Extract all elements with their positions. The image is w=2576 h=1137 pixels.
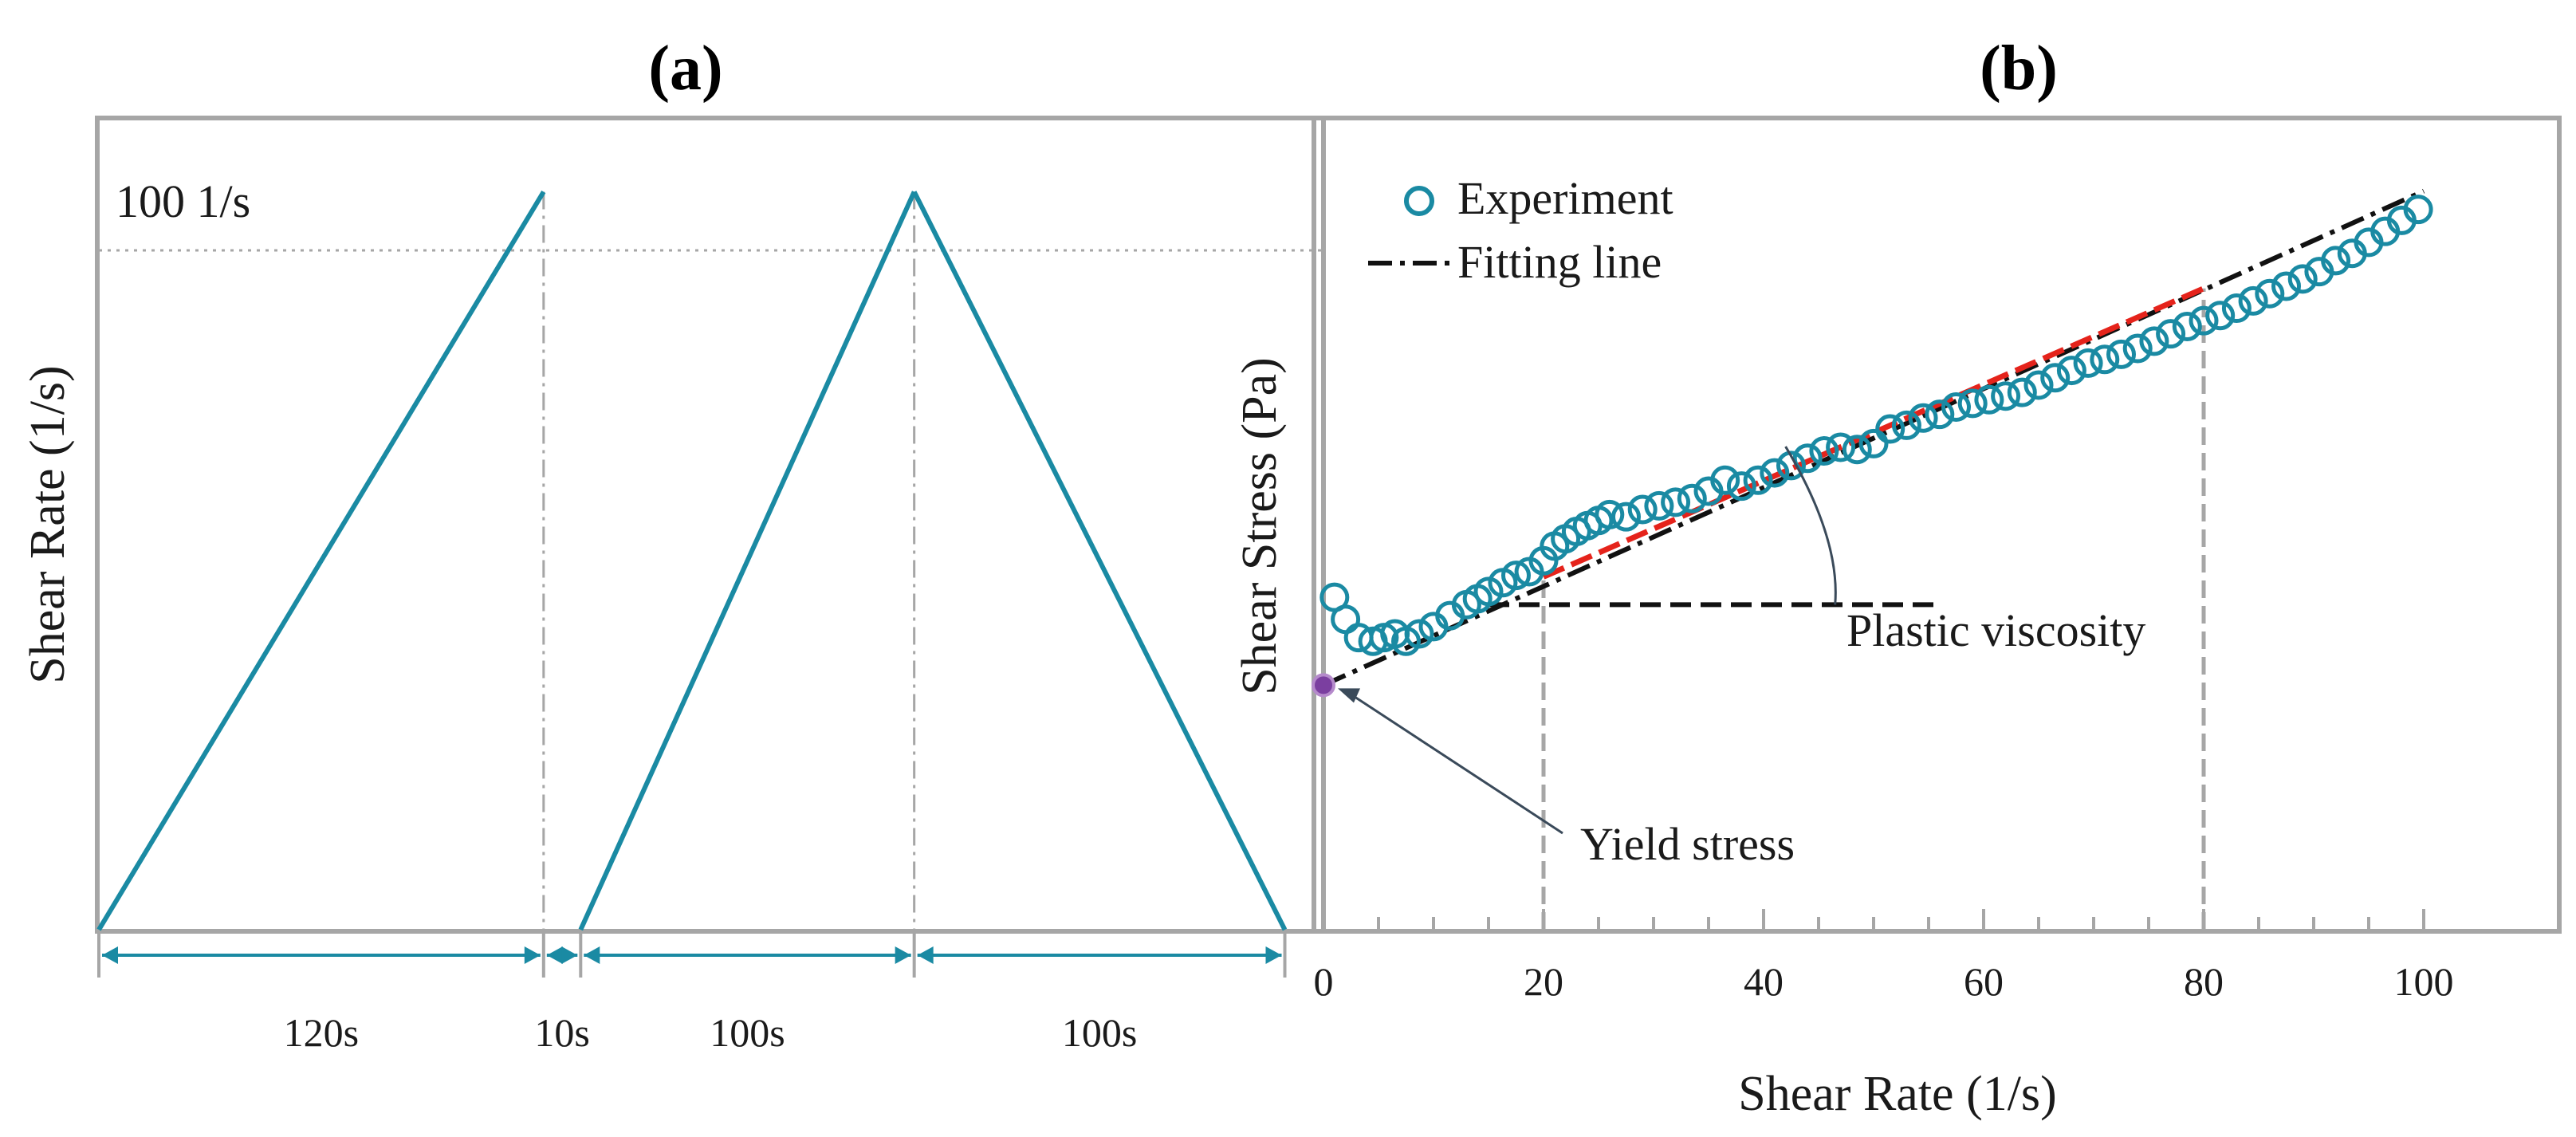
experiment-point-42 <box>1925 399 1955 430</box>
experiment-point-36 <box>1826 432 1856 462</box>
legend-experiment-label: Experiment <box>1457 172 1673 224</box>
experiment-point-59 <box>2205 301 2236 331</box>
experiment-point-37 <box>1842 435 1872 465</box>
ramp-down <box>911 191 1288 931</box>
experiment-point-40 <box>1891 410 1921 440</box>
yield-stress-label: Yield stress <box>1580 818 1795 870</box>
experiment-point-1 <box>1331 604 1361 635</box>
experiment-point-45 <box>1974 384 2004 415</box>
panel-a: (a) Shear Rate (1/s) 100 1/s 120s 10s 100s… <box>21 33 1326 1055</box>
panel-a-frame <box>95 116 1326 934</box>
segment-arrow-left-1 <box>546 946 563 964</box>
segment-arrow-left-2 <box>584 946 600 964</box>
segment-boundary-lines <box>542 191 916 930</box>
experiment-point-30 <box>1726 471 1756 502</box>
yield-arrow-head <box>1338 688 1360 703</box>
experiment-point-38 <box>1858 428 1889 458</box>
experiment-point-64 <box>2287 264 2318 294</box>
time-segment-markers: 120s 10s 100s 100s <box>97 933 1287 1055</box>
segment-arrow-right-0 <box>524 946 541 964</box>
experiment-point-41 <box>1908 403 1938 433</box>
shear-rate-protocol <box>96 190 1288 931</box>
experiment-point-35 <box>1809 436 1839 466</box>
panel-b: (b) Shear Stress (Pa) Shear Rate (1/s) 0… <box>1233 33 2562 1121</box>
experiment-point-49 <box>2040 363 2071 393</box>
experiment-point-66 <box>2321 246 2351 276</box>
experiment-point-23 <box>1611 502 1641 532</box>
plastic-viscosity-label: Plastic viscosity <box>1846 604 2145 656</box>
segment-arrow-left-3 <box>917 946 934 964</box>
x-tick-label-20: 20 <box>1524 959 1563 1004</box>
fitting-line <box>1322 188 2425 688</box>
panel-a-y-axis-label: Shear Rate (1/s) <box>21 365 75 683</box>
experiment-point-7 <box>1404 619 1434 649</box>
experiment-point-61 <box>2238 285 2268 316</box>
experiment-point-51 <box>2073 348 2103 378</box>
panel-b-title: (b) <box>1980 33 2058 104</box>
experiment-point-46 <box>1991 381 2021 411</box>
experiment-point-55 <box>2139 326 2169 356</box>
reference-lines <box>1489 288 2206 930</box>
experiment-point-26 <box>1661 487 1691 517</box>
segment-arrow-right-2 <box>895 946 911 964</box>
fitting-lines <box>1322 188 2425 688</box>
segment-arrow-left-0 <box>102 946 118 964</box>
experiment-point-39 <box>1875 414 1905 444</box>
x-tick-label-60: 60 <box>1964 959 2004 1004</box>
segment-arrow-right-3 <box>1265 946 1282 964</box>
x-axis-ticks: 0 20 40 60 80 100 <box>1314 909 2454 1004</box>
experiment-point-48 <box>2023 370 2054 400</box>
experiment-point-31 <box>1743 465 1773 495</box>
experiment-point-54 <box>2122 333 2153 364</box>
experiment-point-71 <box>2403 195 2433 225</box>
yield-arrow-line <box>1343 689 1563 835</box>
experiment-point-14 <box>1501 561 1531 591</box>
experiment-point-32 <box>1760 458 1790 488</box>
experiment-points <box>1319 195 2433 656</box>
experiment-point-44 <box>1957 388 1988 419</box>
yield-stress-point <box>1312 673 1335 698</box>
experiment-point-57 <box>2172 312 2202 341</box>
experiment-point-63 <box>2271 271 2301 301</box>
experiment-point-12 <box>1473 576 1504 607</box>
experiment-point-22 <box>1595 499 1625 529</box>
panel-b-frame <box>1312 116 2562 934</box>
panel-a-title: (a) <box>648 33 722 104</box>
segment-label-1: 10s <box>534 1010 589 1055</box>
legend-fitting-label: Fitting line <box>1457 236 1662 288</box>
experiment-point-56 <box>2156 319 2186 349</box>
ramp-up-1 <box>96 190 546 931</box>
panel-b-y-axis-label: Shear Stress (Pa) <box>1233 357 1287 695</box>
legend: Experiment Fitting line <box>1368 172 1673 288</box>
x-tick-label-40: 40 <box>1744 959 1784 1004</box>
segment-label-3: 100s <box>1062 1010 1137 1055</box>
experiment-point-34 <box>1792 443 1823 474</box>
experiment-point-62 <box>2255 278 2285 309</box>
x-tick-label-80: 80 <box>2184 959 2224 1004</box>
segment-label-2: 100s <box>710 1010 785 1055</box>
experiment-point-24 <box>1627 494 1658 525</box>
x-tick-label-100: 100 <box>2394 959 2454 1004</box>
experiment-point-58 <box>2189 305 2219 336</box>
experiment-point-53 <box>2106 339 2136 369</box>
viscosity-angle-arc <box>1784 446 1837 605</box>
experiment-point-29 <box>1710 465 1740 495</box>
experiment-point-52 <box>2090 344 2120 375</box>
experiment-point-60 <box>2221 293 2252 324</box>
segment-arrow-right-1 <box>561 946 578 964</box>
experiment-point-47 <box>2007 377 2037 407</box>
legend-experiment-marker <box>1404 186 1434 216</box>
experiment-point-27 <box>1677 483 1707 513</box>
max-rate-label: 100 1/s <box>116 175 250 227</box>
ramp-up-2 <box>578 191 917 931</box>
x-tick-label-0: 0 <box>1314 959 1334 1004</box>
experiment-point-43 <box>1941 391 1971 422</box>
experiment-point-25 <box>1644 490 1674 521</box>
experiment-point-50 <box>2056 356 2086 386</box>
panel-b-x-axis-label: Shear Rate (1/s) <box>1738 1067 2056 1121</box>
annotations: Plastic viscosity Yield stress <box>1312 446 2145 870</box>
segment-label-0: 120s <box>284 1010 359 1055</box>
experiment-point-33 <box>1776 450 1806 481</box>
